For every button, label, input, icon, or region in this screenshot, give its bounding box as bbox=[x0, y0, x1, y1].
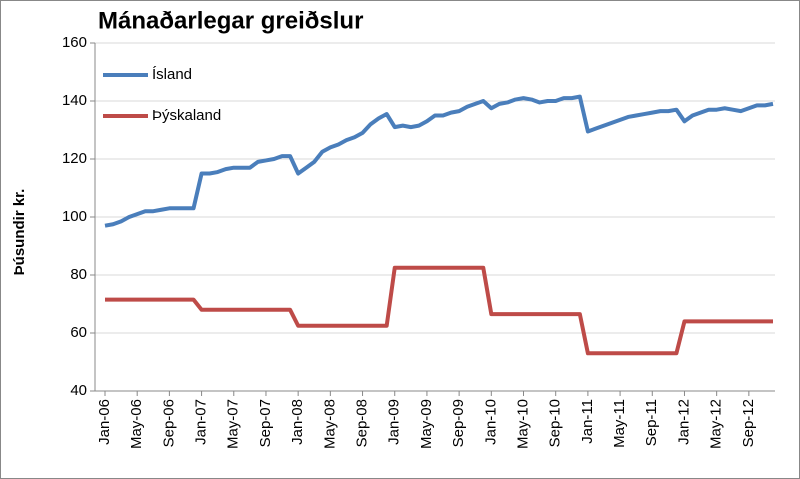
y-axis-label: Þúsundir kr. bbox=[11, 189, 28, 276]
x-tick-label: Sep-12 bbox=[740, 399, 757, 447]
y-tick-label: 120 bbox=[62, 150, 87, 167]
x-tick-label: Jan-08 bbox=[289, 399, 306, 445]
x-tick-label: May-09 bbox=[418, 399, 435, 449]
legend-label: Ísland bbox=[152, 66, 192, 83]
x-tick-label: Sep-06 bbox=[160, 399, 177, 447]
x-tick-label: Jan-11 bbox=[579, 399, 596, 444]
y-tick-label: 100 bbox=[62, 208, 87, 225]
y-tick-label: 160 bbox=[62, 34, 87, 51]
x-tick-label: May-10 bbox=[514, 399, 531, 449]
x-tick-label: Sep-07 bbox=[257, 399, 274, 447]
x-tick-label: May-06 bbox=[128, 399, 145, 449]
y-tick-label: 40 bbox=[70, 382, 87, 399]
x-tick-label: Jan-09 bbox=[386, 399, 403, 445]
line-series bbox=[104, 94, 774, 228]
x-tick-label: May-11 bbox=[611, 399, 628, 448]
x-tick-label: Jan-10 bbox=[482, 399, 499, 445]
x-tick-label: Sep-11 bbox=[643, 399, 660, 446]
x-tick-label: Sep-09 bbox=[450, 399, 467, 447]
y-tick-label: 60 bbox=[70, 324, 87, 341]
y-tick-label: 140 bbox=[62, 92, 87, 109]
x-tick-label: Jan-06 bbox=[96, 399, 113, 445]
x-tick-label: Sep-08 bbox=[354, 399, 371, 447]
x-tick-label: May-07 bbox=[225, 399, 242, 449]
chart-title: Mánaðarlegar greiðslur bbox=[98, 7, 363, 34]
x-tick-label: May-12 bbox=[708, 399, 725, 449]
x-tick-label: Jan-07 bbox=[193, 399, 210, 445]
line-series bbox=[105, 265, 773, 356]
x-tick-label: Sep-10 bbox=[547, 399, 564, 447]
y-tick-label: 80 bbox=[70, 266, 87, 283]
legend-label: Þýskaland bbox=[152, 107, 221, 124]
x-tick-label: Jan-12 bbox=[675, 399, 692, 445]
x-tick-label: May-08 bbox=[321, 399, 338, 449]
